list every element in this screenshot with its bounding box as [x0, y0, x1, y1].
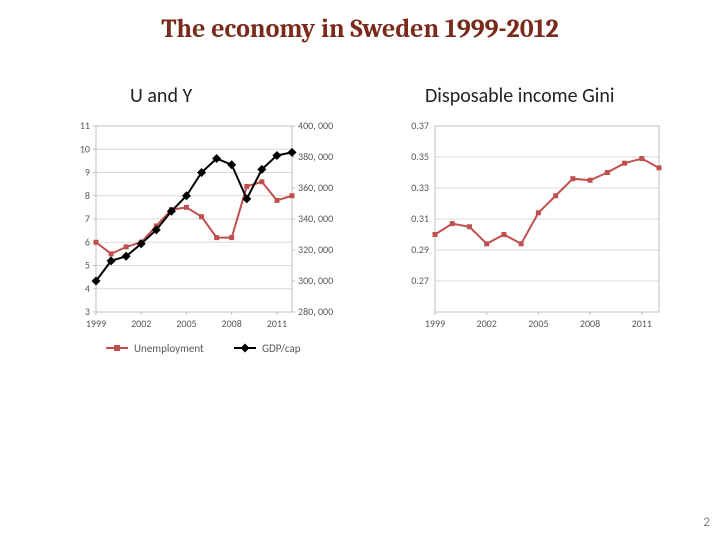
svg-text:380, 000: 380, 000 [298, 150, 333, 163]
svg-text:7: 7 [85, 212, 90, 225]
page-title: The economy in Sweden 1999-2012 [0, 14, 720, 44]
chart-gini: 0.27 0.29 0.31 0.33 0.35 0.37 1999 2002 2005 2008… [393, 120, 673, 360]
subtitle-left: U and Y [130, 84, 192, 108]
svg-text:300, 000: 300, 000 [298, 274, 333, 287]
slide-root: The economy in Sweden 1999-2012 U and Y … [0, 0, 720, 540]
svg-text:280, 000: 280, 000 [298, 305, 333, 318]
svg-text:0.37: 0.37 [411, 120, 429, 132]
svg-text:0.27: 0.27 [411, 274, 429, 287]
svg-text:6: 6 [85, 235, 90, 248]
svg-text:2011: 2011 [267, 317, 287, 330]
svg-text:320, 000: 320, 000 [298, 243, 333, 256]
svg-text:2011: 2011 [632, 317, 652, 330]
svg-text:0.29: 0.29 [411, 243, 429, 256]
chart-u-and-y: 34567891011280, 000300, 000320, 000340, … [60, 120, 350, 380]
svg-text:1999: 1999 [86, 317, 106, 330]
subtitle-right: Disposable income Gini [425, 84, 614, 108]
svg-text:2008: 2008 [580, 317, 600, 330]
svg-text:2002: 2002 [477, 317, 497, 330]
svg-text:0.35: 0.35 [411, 150, 429, 163]
svg-text:8: 8 [85, 189, 90, 202]
page-number: 2 [703, 515, 710, 530]
svg-text:2005: 2005 [528, 317, 548, 330]
svg-text:0.31: 0.31 [411, 212, 429, 225]
svg-text:5: 5 [85, 259, 90, 272]
svg-text:10: 10 [80, 142, 90, 155]
svg-text:360, 000: 360, 000 [298, 181, 333, 194]
svg-text:0.33: 0.33 [411, 181, 429, 194]
svg-text:Unemployment: Unemployment [134, 342, 204, 355]
svg-text:340, 000: 340, 000 [298, 212, 333, 225]
svg-text:1999: 1999 [425, 317, 445, 330]
svg-text:400, 000: 400, 000 [298, 120, 333, 132]
svg-text:GDP/cap: GDP/cap [262, 342, 301, 355]
svg-text:2002: 2002 [131, 317, 151, 330]
svg-text:9: 9 [85, 166, 90, 179]
svg-text:2008: 2008 [222, 317, 242, 330]
svg-text:11: 11 [80, 120, 90, 132]
svg-text:4: 4 [85, 282, 90, 295]
svg-text:2005: 2005 [176, 317, 196, 330]
